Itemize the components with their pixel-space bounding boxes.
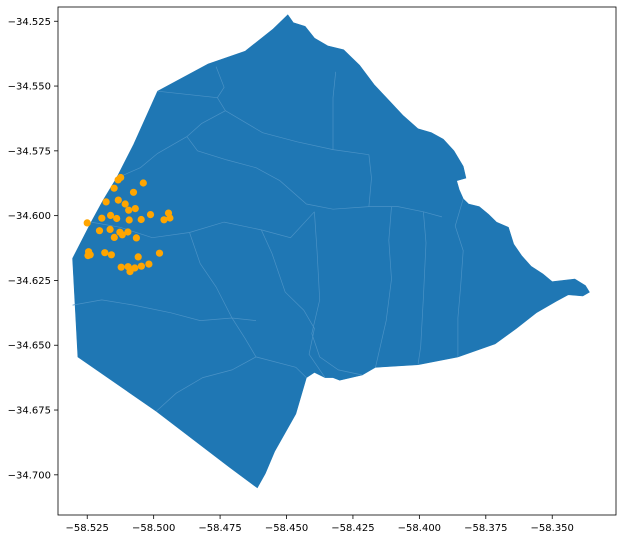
scatter-point [98,214,106,222]
map-boundary [225,110,369,156]
scatter-point [125,216,133,224]
scatter-point [139,179,147,187]
map-boundary [186,136,443,218]
map-boundary [215,66,225,98]
y-tick-label: −34.550 [8,82,51,93]
scatter-point [160,216,168,224]
scatter-point [121,200,129,208]
map-boundary [156,356,257,412]
scatter-point [131,205,139,213]
scatter-point [107,251,115,259]
scatter-point [106,225,114,233]
plot-frame [57,6,617,516]
scatter-point [132,234,140,242]
scatter-point [117,173,125,182]
scatter-point [155,249,164,257]
scatter-point [84,252,92,260]
map-boundary [91,211,315,239]
y-tick-label: −34.650 [8,341,51,352]
scatter-point [131,264,139,272]
map-boundary [368,154,372,207]
x-tick-label: −58.375 [464,523,507,534]
scatter-point [102,198,110,206]
y-tick-label: −34.625 [8,276,51,287]
y-tick-label: −34.525 [8,17,51,28]
scatter-point [107,211,115,219]
map-boundary [311,211,363,376]
scatter-point [113,214,121,223]
map-boundary [116,90,226,179]
scatter-point [117,263,125,271]
y-axis: −34.525 −34.550 −34.575 −34.600 −34.625 −34.6… [8,17,58,481]
x-tick-label: −58.525 [66,523,109,534]
scatter-point [166,214,174,222]
x-tick-label: −58.500 [132,523,175,534]
region-map [72,14,590,489]
scatter-point [110,184,118,192]
scatter-point [125,206,133,214]
map-boundary [332,71,337,150]
scatter-point [118,231,126,239]
scatter-point [134,253,142,261]
y-tick-label: −34.700 [8,470,51,481]
scatter-point [124,228,132,236]
map-boundary [375,206,392,368]
y-tick-label: −34.600 [8,211,51,222]
x-tick-label: −58.475 [198,523,241,534]
x-tick-label: −58.400 [398,523,441,534]
y-tick-label: −34.575 [8,146,51,157]
scatter-point [101,249,109,257]
scatter-point [114,196,122,204]
scatter-point [95,227,104,235]
scatter-point [83,219,91,227]
scatter-point [137,215,145,224]
map-boundary [417,211,427,365]
scatter-point [137,262,145,270]
map-boundary [260,229,326,378]
x-tick-label: −58.425 [331,523,374,534]
scatter-point [145,260,153,268]
x-tick-label: −58.350 [531,523,574,534]
x-tick-label: −58.450 [265,523,308,534]
y-tick-label: −34.675 [8,406,51,417]
scatter-point [129,188,138,196]
map-boundary [189,232,307,378]
map-boundary [454,198,464,357]
scatter-point [146,211,155,219]
x-axis: −58.525 −58.500 −58.475 −58.450 −58.425 −58.4… [66,515,574,534]
scatter-point [110,233,118,241]
scatter-points [83,173,174,276]
